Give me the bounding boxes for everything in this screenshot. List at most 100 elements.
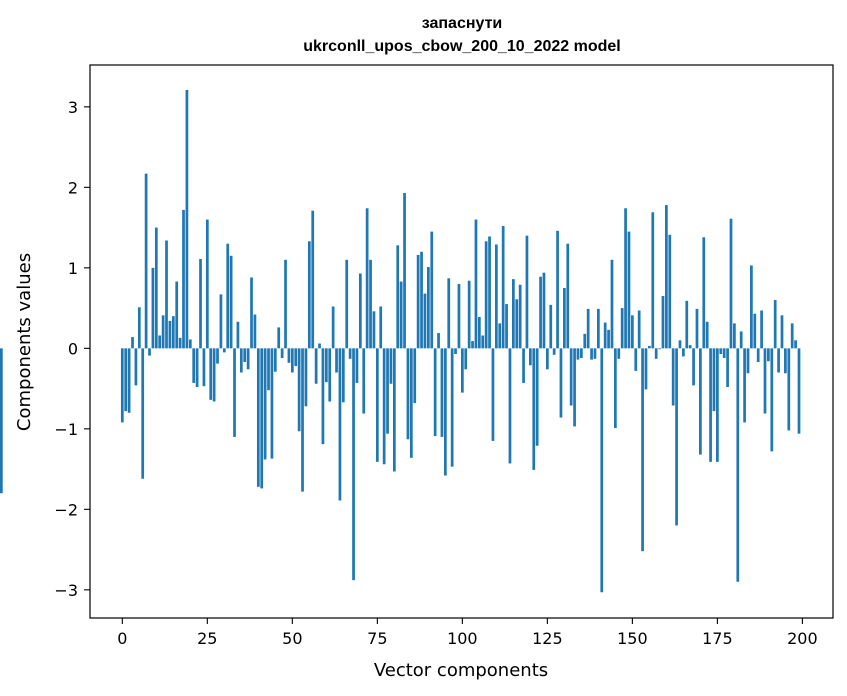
bar: [226, 243, 230, 349]
bar: [379, 306, 383, 349]
bar: [586, 308, 590, 349]
bar: [569, 348, 573, 406]
bar: [233, 348, 236, 437]
bar: [641, 348, 644, 552]
bar: [297, 348, 301, 432]
bar: [280, 348, 284, 358]
bar: [699, 348, 702, 455]
bar: [134, 348, 138, 386]
bar: [518, 284, 522, 349]
bar: [287, 348, 291, 363]
bar: [770, 348, 774, 452]
bar: [267, 348, 270, 391]
bar: [202, 348, 206, 387]
bar: [484, 241, 488, 349]
x-tick-label: 150: [617, 629, 648, 648]
bar: [797, 348, 801, 434]
bar: [733, 323, 736, 349]
x-tick-label: 125: [532, 629, 563, 648]
bar: [433, 348, 437, 437]
bar: [729, 218, 733, 349]
bar: [525, 235, 529, 349]
bar: [158, 335, 162, 349]
bar: [685, 300, 689, 349]
bar: [756, 348, 760, 363]
bar: [597, 308, 600, 349]
bar: [151, 267, 155, 349]
bar: [716, 348, 719, 462]
y-tick-label: −2: [54, 500, 78, 519]
bar: [188, 339, 192, 349]
bar: [413, 348, 417, 404]
bar: [450, 348, 454, 467]
bar: [386, 348, 389, 434]
bar: [284, 259, 287, 349]
bar: [389, 348, 393, 384]
bar: [695, 308, 699, 349]
bar: [124, 348, 128, 412]
bar: [460, 348, 464, 393]
bar: [195, 348, 199, 387]
bar: [675, 348, 678, 526]
bar: [627, 231, 631, 349]
bar: [341, 348, 345, 403]
bar: [600, 348, 604, 593]
bar: [161, 315, 165, 349]
x-tick-label: 100: [447, 629, 478, 648]
bar: [0, 348, 3, 494]
bar: [512, 279, 515, 349]
bar: [658, 348, 661, 350]
bar: [692, 348, 695, 386]
bar: [467, 280, 471, 349]
bar: [239, 348, 243, 373]
bar: [420, 251, 423, 349]
bar: [321, 348, 325, 445]
x-tick-label: 75: [367, 629, 387, 648]
bar: [358, 273, 362, 349]
bar: [661, 296, 665, 349]
bar: [331, 306, 335, 349]
bar: [141, 348, 145, 479]
bar: [338, 348, 342, 501]
bar: [348, 348, 352, 359]
bar: [767, 348, 770, 362]
bar: [559, 348, 563, 418]
bar: [576, 348, 580, 360]
bar: [688, 345, 692, 349]
bar: [457, 283, 461, 349]
bar-series: [0, 89, 801, 593]
bar: [488, 236, 491, 349]
y-tick-label: 3: [68, 98, 78, 117]
bar: [365, 208, 369, 349]
x-tick-label: 0: [117, 629, 127, 648]
bar: [617, 348, 621, 359]
bar: [760, 310, 763, 349]
bar: [651, 212, 655, 349]
bar: [212, 348, 216, 402]
bar: [307, 241, 311, 349]
bar: [515, 299, 519, 349]
bar: [382, 348, 386, 465]
bar: [637, 310, 641, 349]
bar: [654, 348, 658, 359]
bar: [260, 348, 264, 489]
bar: [372, 311, 376, 349]
bar: [471, 341, 474, 349]
bar: [535, 348, 539, 446]
bar: [644, 348, 648, 390]
bar: [508, 348, 512, 464]
bar: [603, 322, 607, 349]
bar: [784, 348, 787, 374]
bar: [794, 340, 797, 349]
bar: [352, 348, 355, 581]
y-tick-label: 1: [68, 259, 78, 278]
bar: [705, 321, 709, 349]
bar: [165, 240, 168, 349]
bar: [199, 258, 202, 349]
bar: [301, 348, 304, 492]
bar: [304, 348, 308, 407]
y-tick-label: −3: [54, 581, 78, 600]
bar: [607, 329, 610, 349]
bar: [709, 348, 712, 462]
bar: [726, 348, 729, 387]
